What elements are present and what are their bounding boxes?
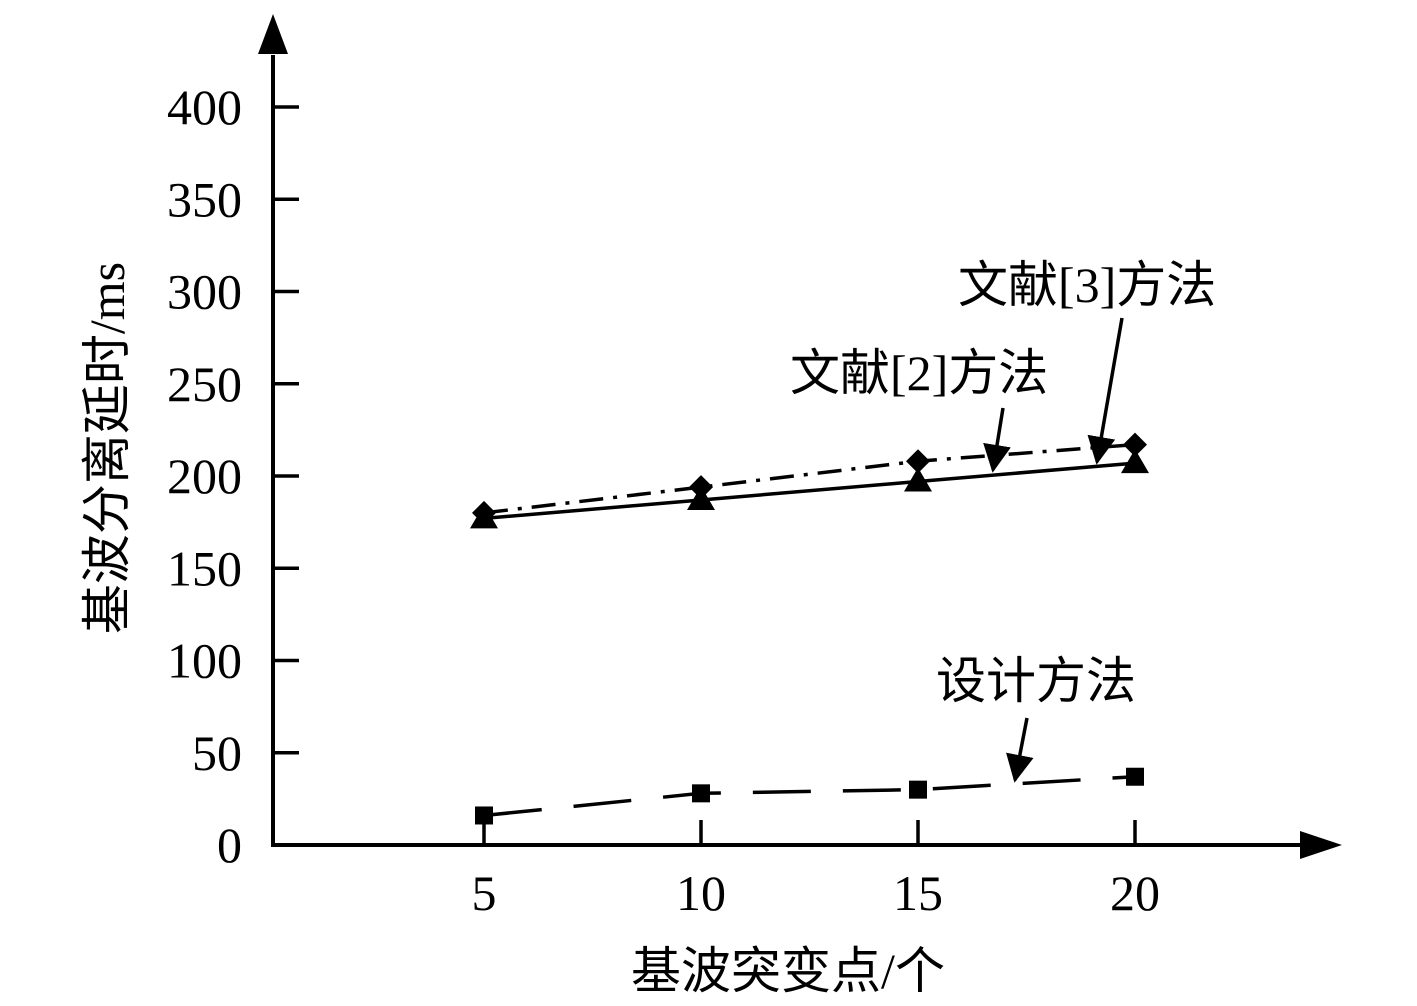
y-tick-label: 350 <box>167 171 242 227</box>
x-axis-arrow <box>1300 831 1342 859</box>
annotation-arrow-series-design <box>1006 717 1034 783</box>
y-tick-label: 400 <box>167 79 242 135</box>
data-point <box>472 500 496 525</box>
series-3 <box>475 767 1144 825</box>
series-1 <box>470 449 1149 529</box>
annotation-series-design: 设计方法 <box>936 653 1136 709</box>
y-tick-label: 300 <box>167 264 242 320</box>
annotation-arrow-series-3 <box>1087 317 1124 465</box>
x-tick-label: 10 <box>676 865 726 921</box>
y-tick-label: 200 <box>167 448 242 504</box>
data-point <box>1126 767 1144 786</box>
series-layer <box>470 432 1149 825</box>
annotation-series-2: 文献[2]方法 <box>790 345 1048 401</box>
y-tick-label: 0 <box>217 817 242 873</box>
y-tick-label: 250 <box>167 356 242 412</box>
data-point <box>906 449 930 474</box>
y-axis-arrow <box>258 14 288 54</box>
y-tick-label: 150 <box>167 540 242 596</box>
x-tick-label: 5 <box>472 865 497 921</box>
data-point <box>689 475 713 500</box>
x-tick-label: 15 <box>893 865 943 921</box>
data-point <box>692 784 710 803</box>
x-tick-label: 20 <box>1110 865 1160 921</box>
y-ticks: 0 50 100 150 200 250 300 350 400 <box>167 79 299 873</box>
data-point <box>1121 449 1149 474</box>
annotations: 文献[3]方法 文献[2]方法 设计方法 <box>790 257 1216 783</box>
annotation-series-3: 文献[3]方法 <box>958 257 1216 313</box>
series-line <box>483 461 1136 521</box>
y-tick-label: 50 <box>192 725 242 781</box>
x-axis-label: 基波突变点/个 <box>631 943 945 999</box>
data-point <box>904 467 932 492</box>
annotation-arrow-series-2 <box>983 407 1011 473</box>
y-axis-label: 基波分离延时/ms <box>79 262 135 634</box>
axes <box>258 14 1342 859</box>
series-line <box>483 442 1136 515</box>
data-point <box>475 806 493 825</box>
series-line <box>483 774 1136 818</box>
series-2 <box>472 432 1147 525</box>
y-tick-label: 100 <box>167 633 242 689</box>
x-ticks: 5 10 15 20 <box>472 820 1160 921</box>
data-point <box>1123 432 1147 457</box>
data-point <box>909 780 927 799</box>
